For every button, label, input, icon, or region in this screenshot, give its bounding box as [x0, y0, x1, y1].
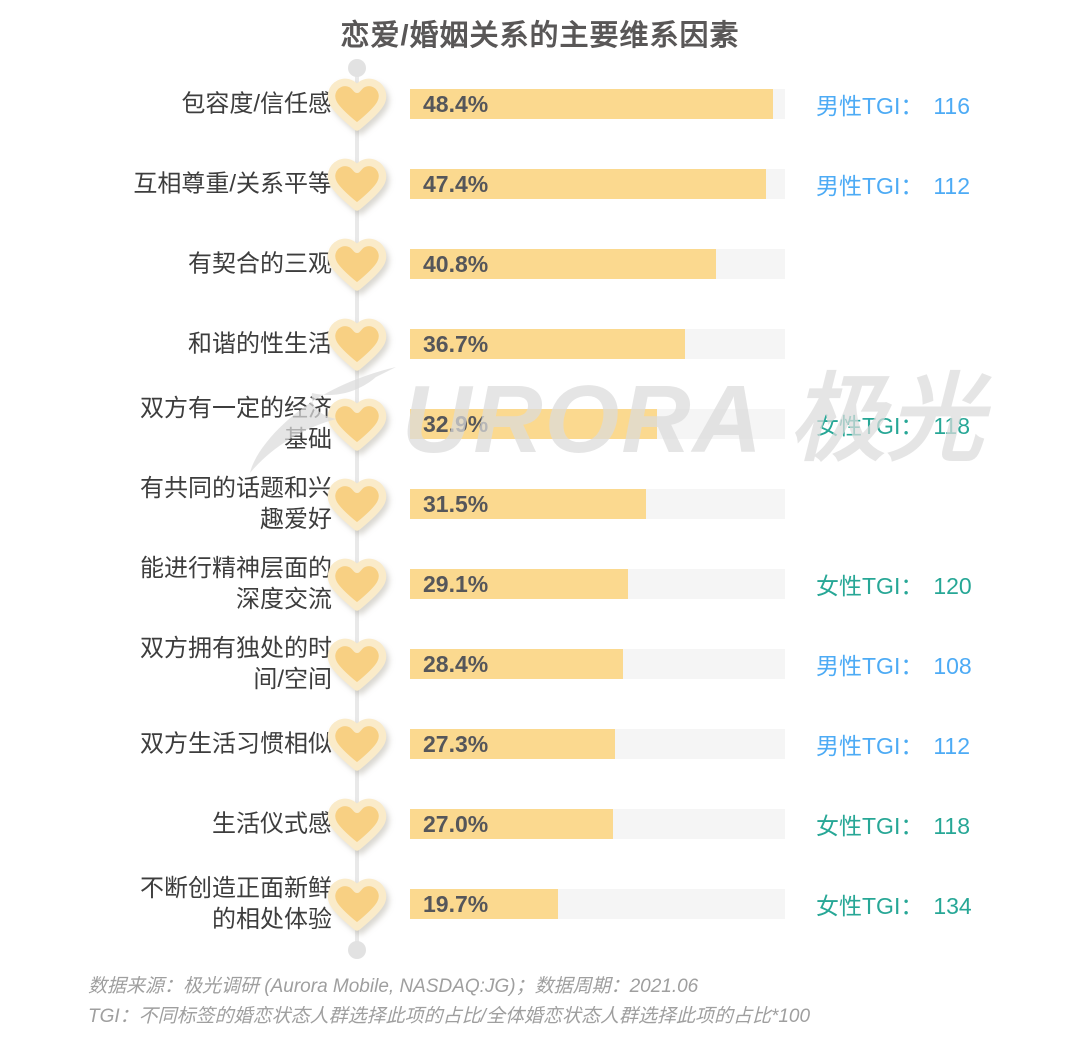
tgi-label: 男性TGI： — [816, 173, 924, 199]
tgi-label: 男性TGI： — [816, 653, 924, 679]
chart-row: 不断创造正面新鲜 的相处体验 19.7% 女性TGI： 134 — [0, 864, 1080, 944]
chart-row: 包容度/信任感 48.4% 男性TGI： 116 — [0, 64, 1080, 144]
bar-value-label: 29.1% — [423, 571, 489, 597]
bar-fill — [410, 889, 558, 919]
bar-fill — [410, 569, 629, 599]
heart-icon — [327, 876, 387, 932]
tgi-value: 112 — [933, 733, 971, 759]
page-title: 恋爱/婚姻关系的主要维系因素 — [340, 20, 740, 52]
bar-value-label: 27.0% — [423, 811, 489, 837]
category-label: 互相尊重/关系平等 — [133, 170, 332, 198]
bar-track: 48.4% — [410, 89, 785, 119]
heart-icon — [327, 316, 387, 372]
tgi-label: 女性TGI： — [816, 893, 924, 919]
chart-row: 和谐的性生活 36.7% — [0, 304, 1080, 384]
heart-icon — [327, 796, 387, 852]
tgi-value: 108 — [933, 653, 972, 679]
footer: 数据来源：极光调研 (Aurora Mobile, NASDAQ:JG)；数据周… — [88, 972, 1038, 1032]
heart-icon — [327, 716, 387, 772]
tgi-definition-note: TGI：不同标签的婚恋状态人群选择此项的占比/全体婚恋状态人群选择此项的占比*1… — [88, 1006, 811, 1027]
tgi-value: 134 — [933, 893, 972, 919]
bar-fill — [410, 249, 716, 279]
heart-icon — [327, 156, 387, 212]
category-label: 生活仪式感 — [212, 810, 332, 838]
tgi-value: 116 — [933, 93, 971, 119]
bar-track: 28.4% — [410, 649, 785, 679]
heart-icon — [327, 556, 387, 612]
timeline-end-dot — [348, 941, 366, 959]
bar-fill — [410, 169, 766, 199]
data-source-note: 数据来源：极光调研 (Aurora Mobile, NASDAQ:JG)；数据周… — [88, 976, 699, 997]
bar-track: 47.4% — [410, 169, 785, 199]
tgi-annotation: 女性TGI： 120 — [816, 567, 972, 601]
bar-value-label: 19.7% — [423, 891, 489, 917]
category-label: 和谐的性生活 — [188, 330, 332, 358]
chart-row: 双方有一定的经济 基础 32.9% 女性TGI： 118 — [0, 384, 1080, 464]
bar-track: 29.1% — [410, 569, 785, 599]
bar-track: 31.5% — [410, 489, 785, 519]
bar-fill — [410, 409, 657, 439]
category-label: 包容度/信任感 — [181, 90, 332, 118]
bar-value-label: 36.7% — [423, 331, 489, 357]
tgi-annotation: 男性TGI： 112 — [816, 727, 970, 761]
category-label: 有契合的三观 — [188, 250, 332, 278]
chart-row: 能进行精神层面的 深度交流 29.1% 女性TGI： 120 — [0, 544, 1080, 624]
chart-row: 双方生活习惯相似 27.3% 男性TGI： 112 — [0, 704, 1080, 784]
bar-value-label: 47.4% — [423, 171, 489, 197]
heart-icon — [327, 236, 387, 292]
tgi-annotation: 女性TGI： 118 — [816, 407, 970, 441]
chart-row: 双方拥有独处的时 间/空间 28.4% 男性TGI： 108 — [0, 624, 1080, 704]
bar-track: 32.9% — [410, 409, 785, 439]
timeline-start-dot — [348, 59, 366, 77]
bar-track: 19.7% — [410, 889, 785, 919]
bar-track: 40.8% — [410, 249, 785, 279]
bar-fill — [410, 489, 647, 519]
tgi-value: 118 — [933, 813, 971, 839]
bar-fill — [410, 329, 686, 359]
bar-fill — [410, 89, 773, 119]
chart-row: 生活仪式感 27.0% 女性TGI： 118 — [0, 784, 1080, 864]
heart-icon — [327, 396, 387, 452]
bar-fill — [410, 649, 623, 679]
heart-icon — [327, 636, 387, 692]
bar-value-label: 28.4% — [423, 651, 489, 677]
chart-row: 有共同的话题和兴 趣爱好 31.5% — [0, 464, 1080, 544]
bar-value-label: 27.3% — [423, 731, 489, 757]
chart-row: 互相尊重/关系平等 47.4% 男性TGI： 112 — [0, 144, 1080, 224]
chart-row: 有契合的三观 40.8% — [0, 224, 1080, 304]
tgi-label: 女性TGI： — [816, 413, 924, 439]
bar-value-label: 31.5% — [423, 491, 489, 517]
bar-fill — [410, 729, 615, 759]
tgi-label: 男性TGI： — [816, 93, 924, 119]
tgi-value: 118 — [933, 413, 971, 439]
bar-track: 27.3% — [410, 729, 785, 759]
category-label: 不断创造正面新鲜 的相处体验 — [140, 875, 332, 933]
tgi-label: 男性TGI： — [816, 733, 924, 759]
bar-fill — [410, 809, 613, 839]
category-label: 有共同的话题和兴 趣爱好 — [140, 475, 332, 533]
heart-icon — [327, 76, 387, 132]
bar-value-label: 40.8% — [423, 251, 489, 277]
category-label: 能进行精神层面的 深度交流 — [140, 555, 332, 613]
bar-track: 27.0% — [410, 809, 785, 839]
tgi-label: 女性TGI： — [816, 813, 924, 839]
category-label: 双方生活习惯相似 — [140, 730, 332, 758]
tgi-annotation: 女性TGI： 134 — [816, 887, 972, 921]
bar-value-label: 48.4% — [423, 91, 489, 117]
category-label: 双方拥有独处的时 间/空间 — [140, 635, 332, 693]
tgi-value: 120 — [933, 573, 972, 599]
tgi-annotation: 男性TGI： 112 — [816, 167, 970, 201]
tgi-annotation: 女性TGI： 118 — [816, 807, 970, 841]
tgi-value: 112 — [933, 173, 971, 199]
tgi-label: 女性TGI： — [816, 573, 924, 599]
heart-icon — [327, 476, 387, 532]
bar-value-label: 32.9% — [423, 411, 489, 437]
tgi-annotation: 男性TGI： 108 — [816, 647, 972, 681]
bar-track: 36.7% — [410, 329, 785, 359]
category-label: 双方有一定的经济 基础 — [140, 395, 332, 453]
tgi-annotation: 男性TGI： 116 — [816, 87, 970, 121]
